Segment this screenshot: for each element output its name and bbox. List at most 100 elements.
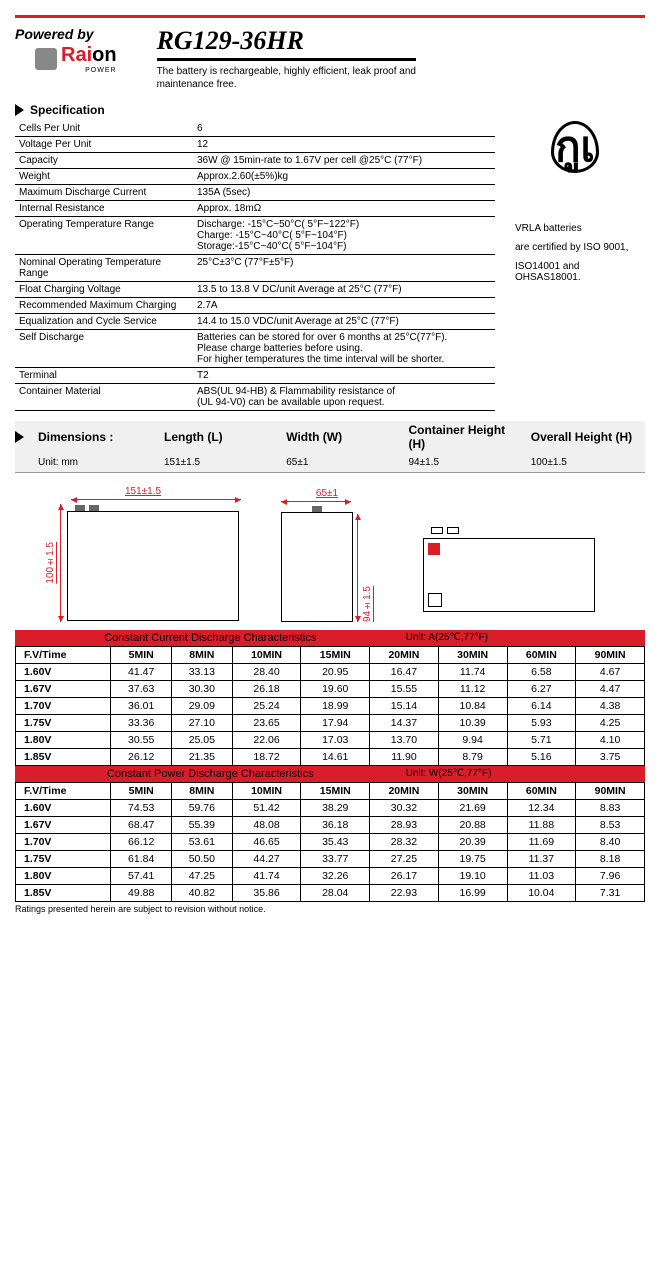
logo-text: Raion POWER [61, 44, 117, 74]
dimensions-heading: Dimensions : [30, 428, 156, 446]
table-cell: 8.83 [576, 800, 645, 817]
table-cell: 9.94 [438, 732, 507, 749]
table-row: 1.67V68.4755.3948.0836.1828.9320.8811.88… [16, 817, 645, 834]
dim-front-w: 151±1.5 [125, 486, 161, 497]
dim-col-1: Width (W) [278, 428, 400, 446]
table-cell: 55.39 [172, 817, 233, 834]
dim-val-1: 65±1 [278, 455, 400, 470]
terminal-detail-icon [447, 527, 459, 534]
top-outline [423, 538, 595, 612]
ul-mark-icon: กูเ [551, 121, 599, 173]
table-cell: 18.72 [232, 749, 301, 766]
spec-val: 25°C±3°C (77°F±5°F) [193, 255, 495, 282]
terminal-icon [312, 506, 322, 512]
table-cell: 28.40 [232, 664, 301, 681]
table-cell: 1.70V [16, 698, 111, 715]
col-header: 5MIN [111, 783, 172, 800]
table-cell: 10.84 [438, 698, 507, 715]
table-cell: 32.26 [301, 868, 370, 885]
spec-val: 13.5 to 13.8 V DC/unit Average at 25°C (… [193, 282, 495, 298]
spec-val: Approx. 18mΩ [193, 201, 495, 217]
table-cell: 53.61 [172, 834, 233, 851]
table-cell: 5.71 [507, 732, 576, 749]
spec-row: Internal ResistanceApprox. 18mΩ [15, 201, 495, 217]
spec-val: Discharge: -15°C~50°C( 5°F~122°F)Charge:… [193, 217, 495, 255]
header: Powered by Raion POWER RG129-36HR The ba… [15, 26, 645, 91]
table-cell: 1.67V [16, 817, 111, 834]
dim-side-w: 65±1 [316, 488, 338, 499]
spec-row: WeightApprox.2.60(±5%)kg [15, 169, 495, 185]
drawing-side: 65±1 94±1.5 [281, 487, 373, 622]
table-cell: 6.14 [507, 698, 576, 715]
table-cell: 25.24 [232, 698, 301, 715]
table-row: 1.75V33.3627.1023.6517.9414.3710.395.934… [16, 715, 645, 732]
table-cell: 28.32 [370, 834, 439, 851]
arrow-v-icon [357, 514, 358, 622]
table-cell: 33.13 [172, 664, 233, 681]
table-cell: 47.25 [172, 868, 233, 885]
col-header: F.V/Time [16, 647, 111, 664]
table-cell: 68.47 [111, 817, 172, 834]
table-cell: 15.55 [370, 681, 439, 698]
table-cell: 10.04 [507, 885, 576, 902]
table-cell: 4.67 [576, 664, 645, 681]
technical-drawings: 151±1.5 100±1.5 65±1 94±1.5 [15, 485, 645, 622]
table-cell: 33.77 [301, 851, 370, 868]
cert-text-2: are certified by ISO 9001, [515, 242, 635, 253]
brand-logo: Raion POWER [35, 44, 117, 74]
table-cell: 11.03 [507, 868, 576, 885]
spec-row: Equalization and Cycle Service14.4 to 15… [15, 314, 495, 330]
table-cell: 8.79 [438, 749, 507, 766]
table-row: 1.67V37.6330.3026.1819.6015.5511.126.274… [16, 681, 645, 698]
spec-key: Internal Resistance [15, 201, 193, 217]
table-cell: 10.39 [438, 715, 507, 732]
col-header: 15MIN [301, 783, 370, 800]
col-header: F.V/Time [16, 783, 111, 800]
spec-val: 2.7A [193, 298, 495, 314]
table-row: 1.60V41.4733.1328.4020.9516.4711.746.584… [16, 664, 645, 681]
table-cell: 66.12 [111, 834, 172, 851]
drawing-front: 151±1.5 100±1.5 [45, 485, 241, 622]
spec-key: Container Material [15, 384, 193, 411]
table1-header-band: Constant Current Discharge Characteristi… [15, 630, 645, 646]
logo-mark-icon [35, 48, 57, 70]
table-row: 1.70V66.1253.6146.6535.4328.3220.3911.69… [16, 834, 645, 851]
col-header: 8MIN [172, 647, 233, 664]
col-header: 60MIN [507, 647, 576, 664]
table-cell: 28.04 [301, 885, 370, 902]
dim-unit: Unit: mm [30, 455, 156, 470]
table-cell: 11.69 [507, 834, 576, 851]
triangle-icon [15, 104, 24, 116]
spec-row: Container MaterialABS(UL 94-HB) & Flamma… [15, 384, 495, 411]
spec-key: Recommended Maximum Charging [15, 298, 193, 314]
table-cell: 18.99 [301, 698, 370, 715]
dim-val-0: 151±1.5 [156, 455, 278, 470]
table-cell: 1.67V [16, 681, 111, 698]
col-header: 30MIN [438, 647, 507, 664]
table-cell: 11.37 [507, 851, 576, 868]
table-cell: 4.47 [576, 681, 645, 698]
table-cell: 16.47 [370, 664, 439, 681]
table-row: 1.85V26.1221.3518.7214.6111.908.795.163.… [16, 749, 645, 766]
cert-text-1: VRLA batteries [515, 223, 635, 234]
col-header: 20MIN [370, 783, 439, 800]
triangle-icon [15, 431, 24, 443]
spec-val: 14.4 to 15.0 VDC/unit Average at 25°C (7… [193, 314, 495, 330]
front-outline [67, 511, 239, 621]
dim-val-3: 100±1.5 [523, 455, 645, 470]
table-cell: 14.37 [370, 715, 439, 732]
table-cell: 6.27 [507, 681, 576, 698]
discharge-table-power: F.V/Time5MIN8MIN10MIN15MIN20MIN30MIN60MI… [15, 782, 645, 902]
spec-key: Terminal [15, 368, 193, 384]
terminal-neg-icon [428, 593, 442, 607]
table-cell: 30.30 [172, 681, 233, 698]
table-cell: 61.84 [111, 851, 172, 868]
table-cell: 48.08 [232, 817, 301, 834]
spec-key: Voltage Per Unit [15, 137, 193, 153]
table-cell: 44.27 [232, 851, 301, 868]
spec-row: Cells Per Unit6 [15, 121, 495, 137]
arrow-v-icon [60, 504, 61, 622]
table-cell: 74.53 [111, 800, 172, 817]
table-cell: 20.88 [438, 817, 507, 834]
table-cell: 4.25 [576, 715, 645, 732]
